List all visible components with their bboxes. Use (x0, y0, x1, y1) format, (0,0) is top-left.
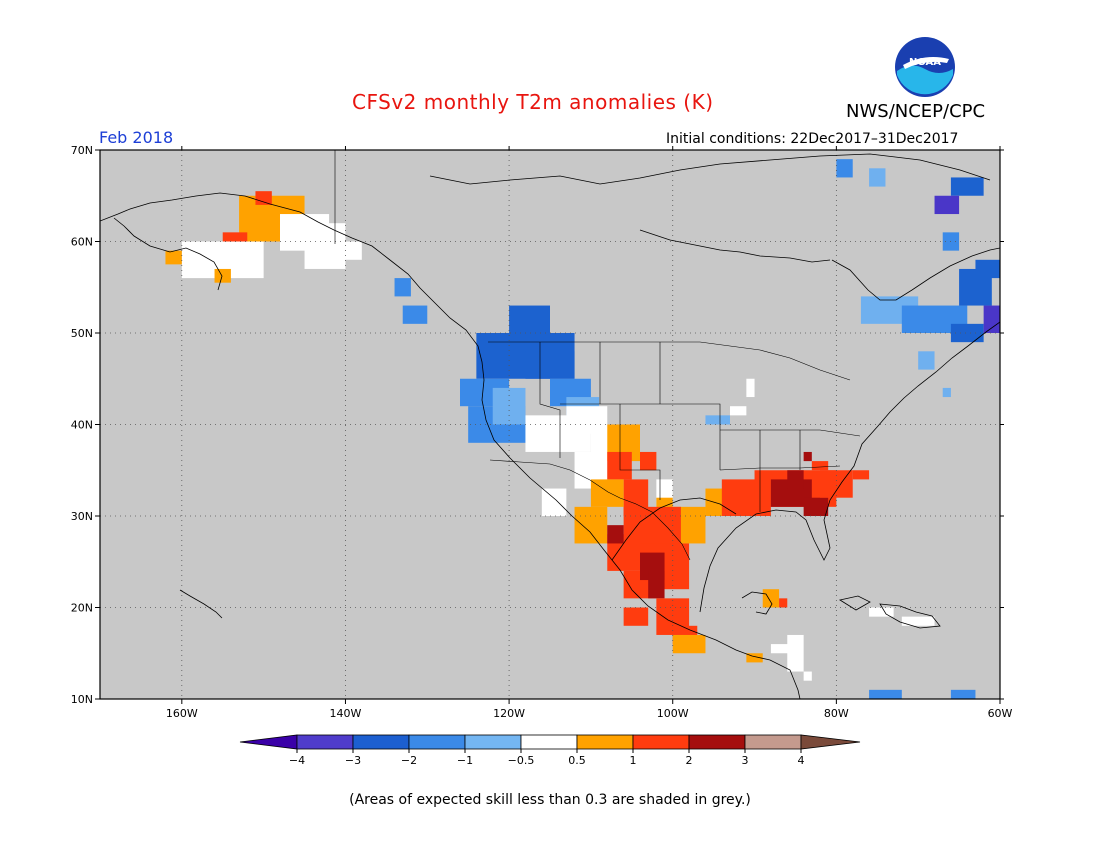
anomaly-cell (983, 305, 1000, 333)
colorbar-label: −1 (457, 754, 473, 767)
lon-label: 80W (824, 707, 849, 720)
anomaly-cell (901, 616, 935, 626)
colorbar-label: −0.5 (508, 754, 535, 767)
anomaly-cell (746, 378, 755, 398)
lon-label: 100W (657, 707, 689, 720)
anomaly-cells (165, 159, 1000, 699)
initial-conditions: Initial conditions: 22Dec2017–31Dec2017 (666, 131, 959, 147)
anomaly-cell (803, 671, 812, 681)
latitude-labels: 70N 60N 50N 40N 30N 20N 10N (71, 144, 93, 706)
agency-label: NWS/NCEP/CPC (846, 101, 986, 122)
anomaly-cell (869, 168, 886, 187)
colorbar-box (632, 734, 690, 750)
colorbar-box (688, 734, 746, 750)
anomaly-cell (255, 191, 272, 205)
forecast-period: Feb 2018 (99, 128, 174, 147)
anomaly-cell (869, 689, 902, 699)
lat-label: 60N (71, 236, 93, 249)
longitude-labels: 160W 140W 120W 100W 80W 60W (166, 707, 1013, 720)
anomaly-cell (762, 589, 780, 608)
anomaly-cell (746, 653, 763, 663)
axis-ticks (95, 146, 1004, 704)
anomaly-cell (950, 689, 976, 699)
colorbar-label: −4 (289, 754, 305, 767)
anomaly-cell (165, 250, 182, 265)
map-title: CFSv2 monthly T2m anomalies (K) (352, 90, 714, 114)
anomaly-cell (950, 323, 984, 343)
political-borders (334, 150, 861, 561)
anomaly-cell (214, 268, 231, 283)
colorbar-label: 2 (686, 754, 693, 767)
colorbar-box (520, 734, 578, 750)
anomaly-cell (672, 634, 706, 654)
colorbar-label: −3 (345, 754, 361, 767)
anomaly-cell (590, 479, 624, 507)
anomaly-cell (730, 406, 747, 416)
noaa-logo: NOAA (895, 37, 955, 97)
anomaly-cell (574, 506, 608, 544)
map-gridlines (100, 150, 1000, 699)
anomaly-cell (811, 461, 829, 471)
colorbar-box (296, 734, 354, 750)
colorbar-box (576, 734, 634, 750)
colorbar-label: 3 (742, 754, 749, 767)
anomaly-cell (950, 177, 984, 196)
colorbar-arrow-high (800, 734, 861, 750)
colorbar-box (408, 734, 466, 750)
lat-label: 50N (71, 327, 93, 340)
lat-label: 20N (71, 602, 93, 615)
anomaly-cell (623, 607, 649, 626)
colorbar-box (744, 734, 802, 750)
lat-label: 70N (71, 144, 93, 157)
anomaly-cell (942, 387, 951, 398)
anomaly-cell (803, 451, 812, 462)
lon-label: 160W (166, 707, 198, 720)
anomaly-cell (975, 259, 1000, 279)
anomaly-cell (869, 607, 894, 617)
colorbar-box (352, 734, 410, 750)
noaa-logo-text: NOAA (909, 57, 941, 68)
anomaly-cell (394, 278, 411, 297)
lat-label: 10N (71, 693, 93, 706)
lon-label: 140W (330, 707, 362, 720)
anomaly-cell (525, 351, 575, 379)
lat-label: 40N (71, 419, 93, 432)
anomaly-cell (852, 470, 870, 480)
anomaly-cell (770, 644, 796, 654)
anomaly-cell (541, 488, 567, 516)
colorbar-box (464, 734, 522, 750)
colorbar-label: 4 (798, 754, 805, 767)
anomaly-cell (402, 305, 428, 324)
anomaly-cell (509, 305, 550, 352)
anomaly-cell (918, 351, 935, 370)
anomaly-cell (640, 451, 657, 471)
lon-label: 120W (493, 707, 525, 720)
anomaly-cell (787, 470, 804, 489)
lat-label: 30N (71, 510, 93, 523)
colorbar: −4 −3 −2 −1 −0.5 0.5 1 2 3 4 (239, 734, 861, 767)
skill-note: (Areas of expected skill less than 0.3 a… (349, 792, 751, 808)
lon-label: 60W (988, 707, 1013, 720)
anomaly-cell (607, 451, 632, 480)
anomaly-cell (934, 195, 960, 215)
anomaly-cell (492, 387, 526, 425)
anomaly-cell (607, 525, 624, 544)
colorbar-label: 0.5 (568, 754, 586, 767)
anomaly-cell (705, 415, 730, 425)
anomaly-cell (836, 159, 853, 178)
anomaly-cell (803, 497, 829, 516)
coastlines (100, 153, 1000, 699)
anomaly-cell (779, 598, 788, 608)
colorbar-label: −2 (401, 754, 417, 767)
anomaly-cell (648, 570, 665, 599)
colorbar-label: 1 (630, 754, 637, 767)
colorbar-arrow-low (239, 734, 298, 750)
